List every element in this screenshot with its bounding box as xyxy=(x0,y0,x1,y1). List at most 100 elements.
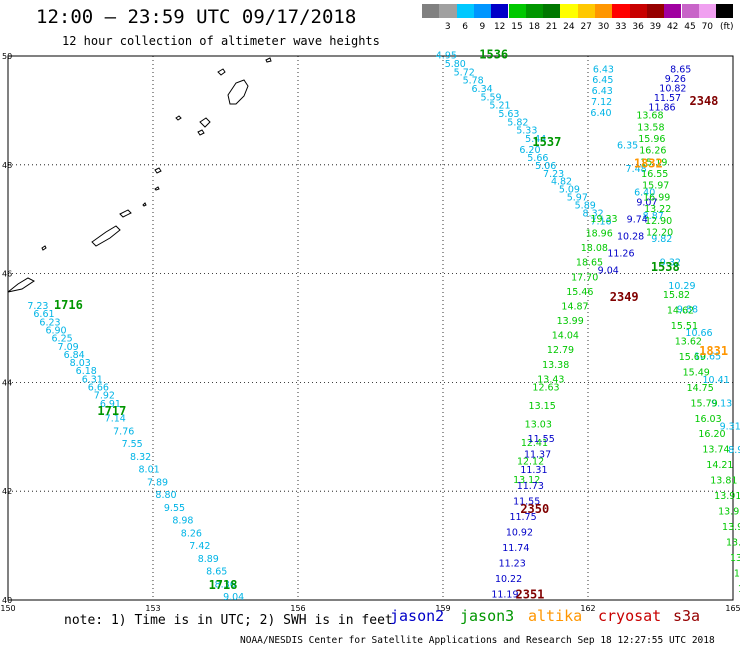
wave-height-value: 10.82 xyxy=(659,83,686,94)
wave-height-value: 5.89 xyxy=(575,201,596,212)
wave-height-value: 11.57 xyxy=(654,93,681,104)
wave-height-value: 7.76 xyxy=(113,426,134,437)
wave-height-value: 14.21 xyxy=(706,460,733,471)
wave-height-value: 9.04 xyxy=(598,266,619,277)
wave-height-value: 17.70 xyxy=(571,272,598,283)
wave-height-value: 6.40 xyxy=(634,187,655,198)
coastline-outline xyxy=(91,225,121,247)
colorbar-label: 42 xyxy=(666,22,679,32)
pass-time-label: 1717 xyxy=(97,404,126,418)
plot-frame xyxy=(7,55,734,601)
wave-height-value: 8.26 xyxy=(181,528,202,539)
wave-height-value: 7.23 xyxy=(27,301,48,312)
wave-height-value: 13.22 xyxy=(644,204,671,215)
wave-height-value: 5.44 xyxy=(525,134,546,145)
wave-height-value: 5.80 xyxy=(445,59,466,70)
colorbar-swatch xyxy=(508,4,526,18)
wave-height-value: 6.34 xyxy=(472,84,493,95)
wave-height-value: 11.75 xyxy=(509,512,536,523)
wave-height-value: 5.82 xyxy=(507,117,528,128)
wave-height-value: 10.29 xyxy=(668,281,695,292)
wave-height-value: 8.98 xyxy=(172,516,193,527)
wave-height-value: 11.55 xyxy=(528,434,555,445)
satellite-name: s3a xyxy=(673,607,701,625)
wave-height-value: 9.88 xyxy=(677,305,698,316)
wave-height-value: 8.89 xyxy=(198,554,219,565)
colorbar-label: 6 xyxy=(462,22,468,32)
wave-height-value: 13.43 xyxy=(537,374,564,385)
wave-height-value: 11.23 xyxy=(499,558,526,569)
wave-height-value: 6.66 xyxy=(88,383,109,394)
wave-height-value: 7.55 xyxy=(122,439,143,450)
y-tick-label: 40 xyxy=(2,596,12,605)
pass-time-label: 1718 xyxy=(209,578,238,592)
satellite-name: jason3 xyxy=(460,607,515,625)
wave-height-value: 15.19 xyxy=(640,157,667,168)
colorbar-label: 21 xyxy=(545,22,558,32)
wave-height-value: 5.63 xyxy=(498,109,519,120)
colorbar-label: 36 xyxy=(632,22,644,32)
satellite-name: altika xyxy=(528,607,583,625)
colorbar-unit: (ft) xyxy=(720,22,734,32)
wave-height-value: 11.73 xyxy=(517,481,544,492)
footer-text: NOAA/NESDIS Center for Satellite Applica… xyxy=(240,635,715,646)
y-tick-label: 44 xyxy=(2,378,12,387)
coastline-outline xyxy=(154,186,160,191)
wave-height-value: 5.21 xyxy=(489,101,510,112)
wave-height-value: 7.14 xyxy=(105,414,126,425)
colorbar-swatch xyxy=(646,4,665,18)
pass-time-label: 2351 xyxy=(516,587,545,601)
wave-height-value: 6.31 xyxy=(82,374,103,385)
wave-height-value: 7.48 xyxy=(626,164,647,175)
wave-height-value: 9.13 xyxy=(711,398,732,409)
x-tick-label: 162 xyxy=(580,604,595,613)
coastline-outline xyxy=(197,129,205,136)
wave-height-value: 13.12 xyxy=(513,475,540,486)
wave-height-value: 5.97 xyxy=(567,193,588,204)
colorbar-swatch xyxy=(629,4,647,18)
pass-time-label: 1538 xyxy=(651,260,680,274)
wave-height-value: 10.66 xyxy=(685,328,712,339)
wave-height-value: 6.23 xyxy=(39,317,60,328)
colorbar-label: 39 xyxy=(649,22,662,32)
chart-subtitle: 12 hour collection of altimeter wave hei… xyxy=(62,34,380,48)
wave-height-value: 8.32 xyxy=(130,452,151,463)
wave-height-value: 13.1 xyxy=(734,568,740,579)
wave-height-value: 4.95 xyxy=(436,51,457,62)
wave-height-value: 11.55 xyxy=(513,496,540,507)
colorbar-label: 18 xyxy=(528,22,541,32)
wave-height-value: 13.68 xyxy=(636,111,663,122)
colorbar-swatch xyxy=(698,4,717,18)
wave-height-value: 7.23 xyxy=(543,169,564,180)
wave-height-value: 5.33 xyxy=(516,126,537,137)
wave-height-value: 13.91 xyxy=(714,491,740,502)
wave-height-value: 14.62 xyxy=(667,306,694,317)
colorbar-label: 24 xyxy=(563,22,575,32)
wave-height-value: 13.81 xyxy=(710,476,737,487)
wave-height-value: 15.69 xyxy=(679,352,706,363)
chart-title: 12:00 – 23:59 UTC 09/17/2018 xyxy=(36,6,357,28)
colorbar-swatch xyxy=(560,4,578,18)
colorbar-label: 27 xyxy=(580,22,592,32)
wave-height-value: 7.12 xyxy=(591,97,612,108)
wave-height-value: 5.72 xyxy=(454,67,475,78)
x-tick-label: 150 xyxy=(0,604,15,613)
y-tick-label: 46 xyxy=(2,270,12,279)
wave-height-value: 11.19 xyxy=(491,589,518,600)
wave-height-value: 13.56 xyxy=(730,553,740,564)
colorbar-swatch xyxy=(422,4,440,18)
wave-height-value: 10.22 xyxy=(495,574,522,585)
wave-height-value: 6.18 xyxy=(76,366,97,377)
wave-height-value: 15.97 xyxy=(642,181,669,192)
wave-height-value: 10.41 xyxy=(703,375,730,386)
wave-height-value: 6.25 xyxy=(52,334,73,345)
wave-height-value: 9.07 xyxy=(636,198,657,209)
wave-height-value: 9.32 xyxy=(660,258,681,269)
wave-height-value: 8.93 xyxy=(728,445,740,456)
wave-height-value: 15.46 xyxy=(566,287,593,298)
wave-height-value: 13.99 xyxy=(557,316,584,327)
colorbar-swatch xyxy=(439,4,457,18)
colorbar-swatch xyxy=(456,4,474,18)
wave-height-value: 13.93 xyxy=(718,507,740,518)
